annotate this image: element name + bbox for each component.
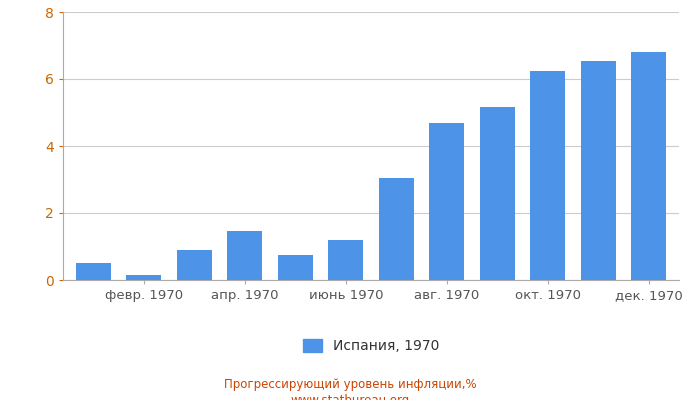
Bar [480, 108, 515, 280]
Bar [580, 60, 616, 280]
Bar [76, 263, 111, 280]
Bar [126, 275, 162, 280]
Bar [176, 250, 212, 280]
Bar [429, 122, 464, 280]
Text: www.statbureau.org: www.statbureau.org [290, 394, 410, 400]
Bar [530, 71, 566, 280]
Bar [278, 255, 313, 280]
Bar [379, 178, 414, 280]
Legend: Испания, 1970: Испания, 1970 [297, 334, 445, 359]
Bar [631, 52, 666, 280]
Bar [227, 232, 262, 280]
Bar [328, 240, 363, 280]
Text: Прогрессирующий уровень инфляции,%: Прогрессирующий уровень инфляции,% [224, 378, 476, 391]
